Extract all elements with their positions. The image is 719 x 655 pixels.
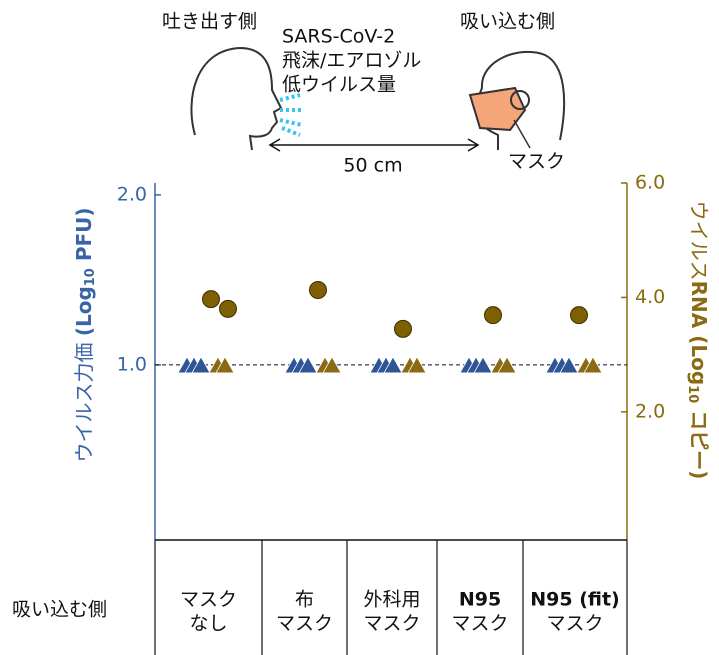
virus-line: 飛沫/エアロゾル xyxy=(282,50,421,72)
distance-arrow xyxy=(268,138,480,152)
x-tick-label: N95 xyxy=(459,589,501,611)
circle-point xyxy=(202,290,220,309)
diagram xyxy=(190,46,566,152)
triangle-point xyxy=(473,356,493,374)
mask-pointer xyxy=(513,119,531,149)
y-title-part: (Log xyxy=(72,286,96,336)
triangle-point xyxy=(383,356,403,374)
triangle-point xyxy=(191,356,211,374)
x-tick-label: マスク xyxy=(276,613,333,635)
triangle-point xyxy=(497,356,517,374)
y2-title-part: RNA (Log xyxy=(688,281,712,386)
exhale-label: 吐き出す側 xyxy=(162,11,257,33)
droplets xyxy=(279,93,303,137)
x-tick-label: マスク xyxy=(451,613,508,635)
triangle-point xyxy=(298,356,318,374)
x-tick-label: 外科用 xyxy=(363,589,420,611)
triangle-point xyxy=(583,356,603,374)
circle-point xyxy=(484,306,502,325)
inhale-label: 吸い込む側 xyxy=(460,11,555,33)
y-axis-title: ウイルス力価 (Log10 PFU) xyxy=(72,207,98,462)
y-title-part: ウイルス力価 xyxy=(72,336,96,462)
y2-tick-label: 4.0 xyxy=(635,286,665,308)
circle-point xyxy=(309,280,327,299)
x-tick-label: マスク xyxy=(180,589,237,611)
y2-tick-label: 6.0 xyxy=(635,172,665,194)
virus-line: SARS-CoV-2 xyxy=(282,26,395,48)
circle-point xyxy=(570,306,588,325)
x-tick-label: マスク xyxy=(546,613,603,635)
virus-line: 低ウイルス量 xyxy=(282,74,396,96)
y-tick-label: 2.0 xyxy=(117,183,147,205)
x-tick-label: N95 (fit) xyxy=(530,589,620,611)
y2-title-part: コピー) xyxy=(688,403,712,479)
y2-title-part: ウイルス xyxy=(688,201,712,281)
y2-axis-title: ウイルスRNA (Log10 コピー) xyxy=(686,201,712,480)
y-title-part: PFU) xyxy=(72,207,96,268)
y-tick-label: 1.0 xyxy=(117,353,147,375)
circle-point xyxy=(219,299,237,318)
triangle-point xyxy=(559,356,579,374)
x-tick-label: 布 xyxy=(295,589,314,611)
distance-label: 50 cm xyxy=(343,155,402,177)
triangle-point xyxy=(407,356,427,374)
y2-tick-label: 2.0 xyxy=(635,400,665,422)
ear-loop xyxy=(510,90,530,110)
exhaler-head xyxy=(190,46,283,151)
x-tick-label: マスク xyxy=(363,613,420,635)
triangle-point xyxy=(215,356,235,374)
triangle-point xyxy=(322,356,342,374)
x-tick-label: なし xyxy=(189,613,227,635)
mask-label: マスク xyxy=(508,151,565,173)
row-label: 吸い込む側 xyxy=(12,599,107,621)
y-title-part: 10 xyxy=(83,268,98,286)
y2-title-part: 10 xyxy=(686,385,701,403)
circle-point xyxy=(394,319,412,338)
